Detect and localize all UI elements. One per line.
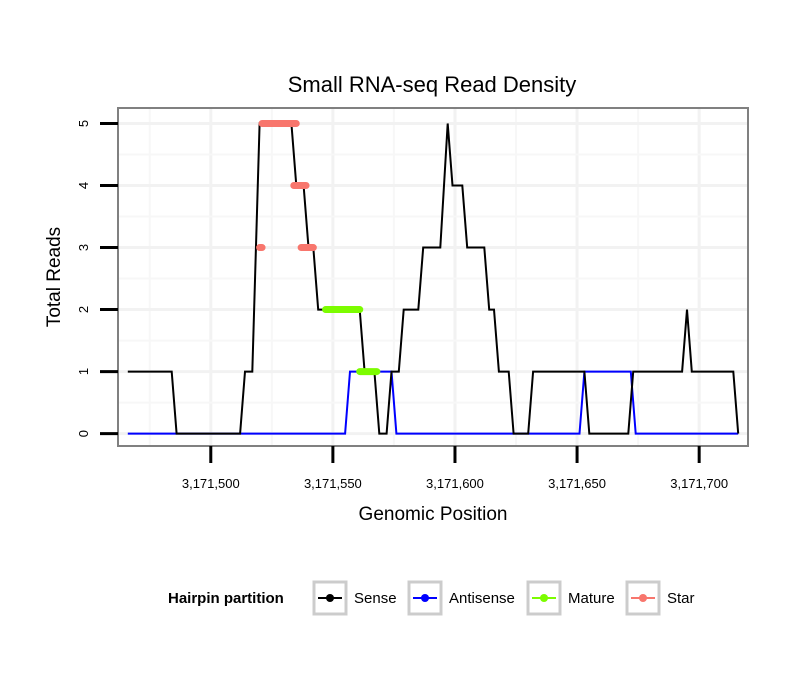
y-axis: 0 1 2 3 4 5 — [76, 120, 118, 437]
legend-key-point — [540, 594, 548, 602]
x-axis: 3,171,500 3,171,550 3,171,600 3,171,650 3,17… — [182, 446, 728, 491]
x-axis-title: Genomic Position — [359, 504, 508, 525]
x-tick-label: 3,171,550 — [304, 476, 362, 491]
legend-item-star: Star — [625, 580, 695, 616]
legend-title: Hairpin partition — [168, 590, 284, 607]
y-tick-label: 4 — [76, 182, 91, 189]
chart-title: Small RNA-seq Read Density — [288, 72, 577, 97]
y-tick-label: 5 — [76, 120, 91, 127]
legend-item-sense: Sense — [312, 580, 397, 616]
y-axis-title: Total Reads — [44, 227, 65, 327]
legend-key-point — [421, 594, 429, 602]
legend-key-point — [639, 594, 647, 602]
y-tick-label: 2 — [76, 306, 91, 313]
x-tick-label: 3,171,700 — [670, 476, 728, 491]
legend-label-star: Star — [667, 590, 695, 607]
y-tick-label: 0 — [76, 430, 91, 437]
legend-label-sense: Sense — [354, 590, 397, 607]
legend: Hairpin partition Sense Antisense Mature St… — [168, 580, 695, 616]
y-tick-label: 3 — [76, 244, 91, 251]
legend-label-antisense: Antisense — [449, 590, 515, 607]
legend-item-antisense: Antisense — [407, 580, 515, 616]
plot-panel — [118, 108, 748, 446]
x-tick-label: 3,171,650 — [548, 476, 606, 491]
antisense-line — [127, 370, 739, 435]
x-tick-label: 3,171,600 — [426, 476, 484, 491]
sense-line — [127, 122, 740, 435]
legend-label-mature: Mature — [568, 590, 615, 607]
legend-key-point — [326, 594, 334, 602]
y-tick-label: 1 — [76, 368, 91, 375]
plot-border — [117, 107, 749, 447]
x-tick-label: 3,171,500 — [182, 476, 240, 491]
legend-item-mature: Mature — [526, 580, 615, 616]
series-layer — [127, 120, 740, 435]
